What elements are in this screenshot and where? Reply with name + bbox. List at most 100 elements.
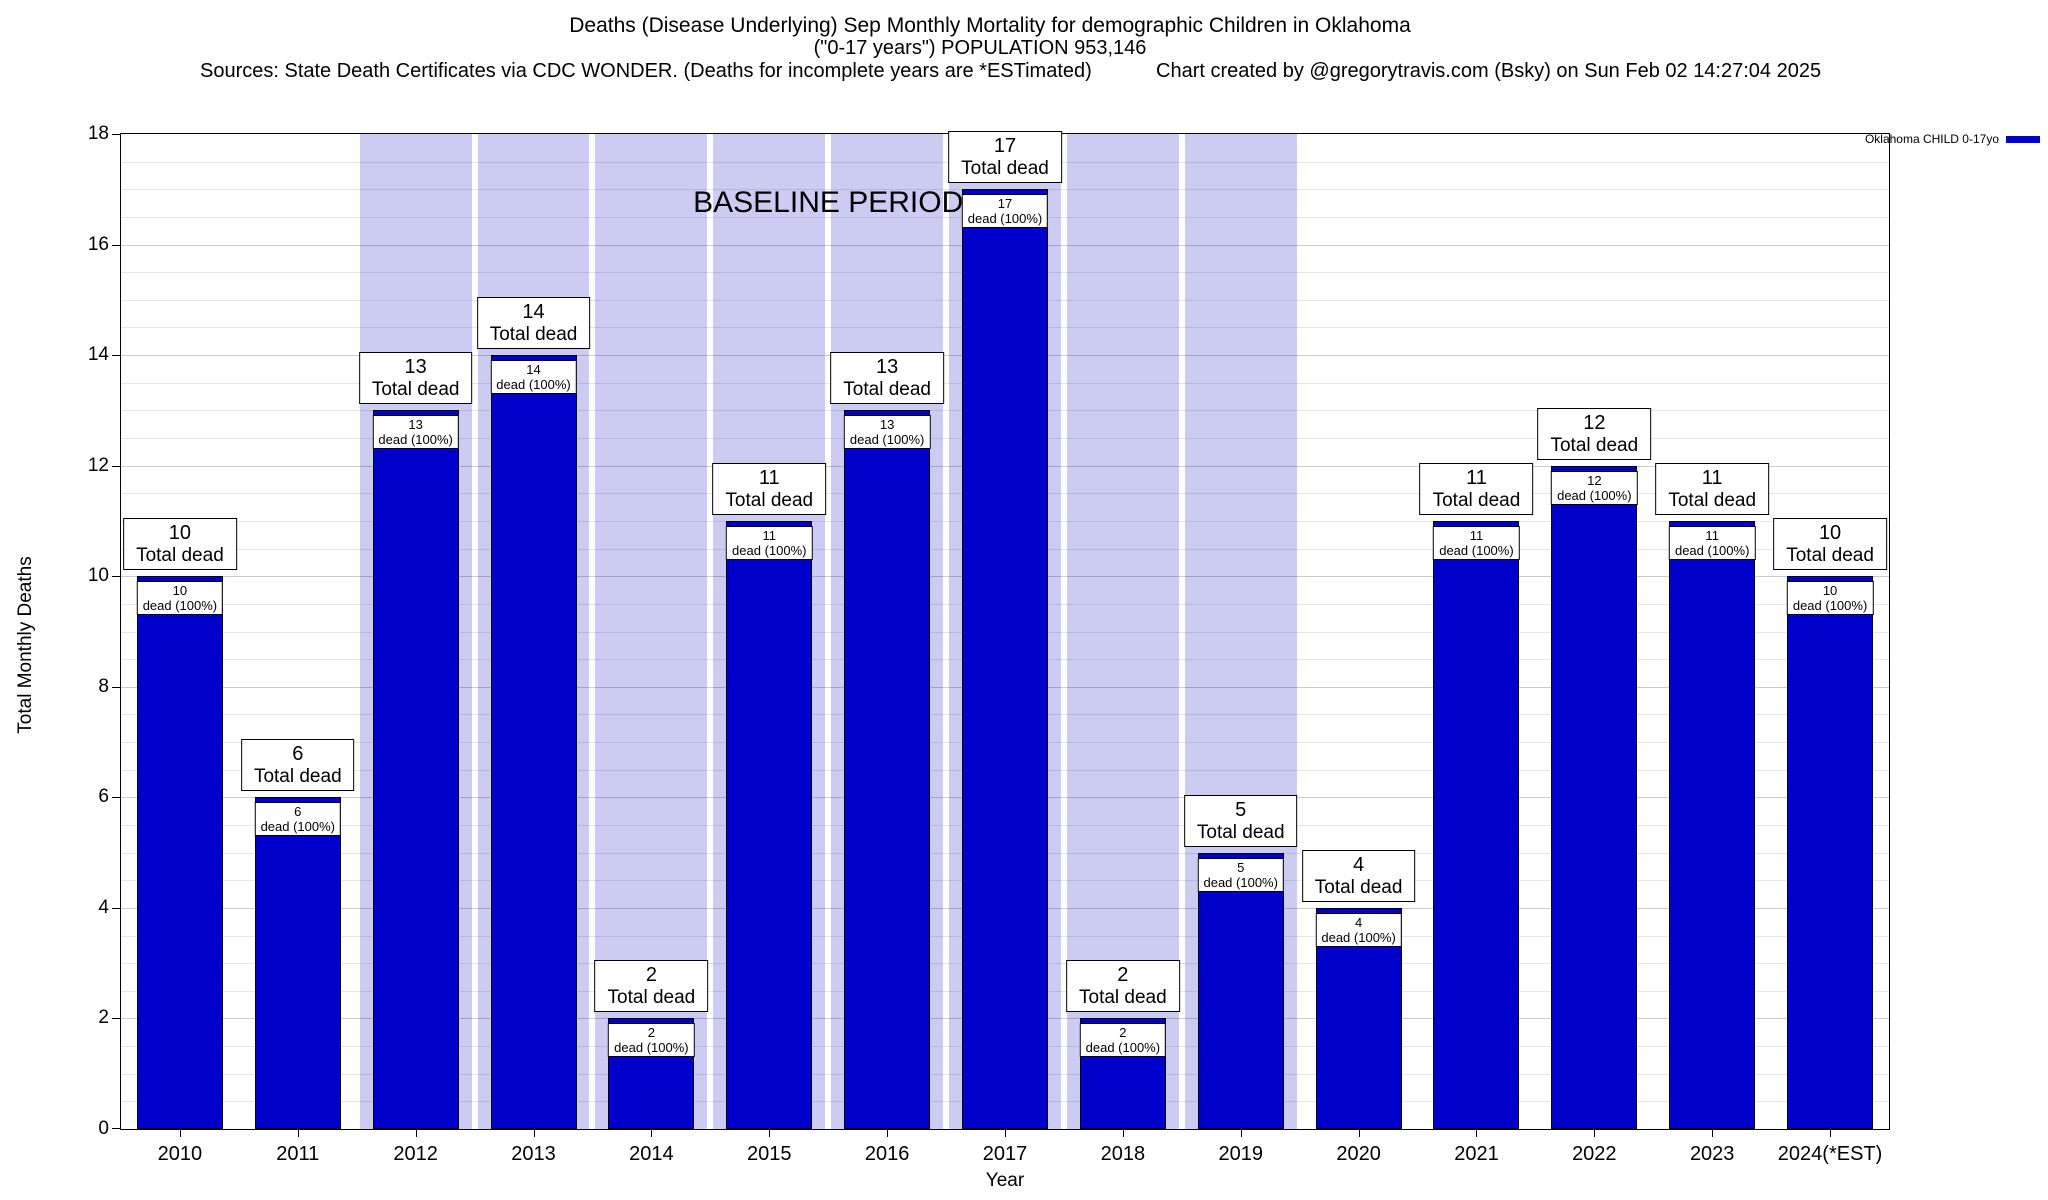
y-tick-mark <box>112 907 120 909</box>
y-tick-label: 6 <box>98 786 109 808</box>
bar-total-value: 13 <box>404 356 427 379</box>
bar-inner-value: 4 <box>1354 914 1363 930</box>
y-tick-mark <box>112 134 120 135</box>
x-tick-label: 2020 <box>1336 1143 1381 1165</box>
y-axis-title: Total Monthly Deaths <box>15 556 36 734</box>
bar-inner-text: dead (100%) <box>1557 487 1632 503</box>
x-tick-label: 2022 <box>1572 1143 1617 1165</box>
y-tick-label: 2 <box>98 1007 109 1029</box>
x-axis-title: Year <box>985 1170 1025 1191</box>
bar-inner-value: 12 <box>1587 472 1602 488</box>
bar-total-label: 11 Total dead <box>1655 462 1770 515</box>
y-tick-mark <box>112 355 120 357</box>
bar-inner-text: dead (100%) <box>614 1040 689 1056</box>
bar-inner-value: 10 <box>1822 583 1838 599</box>
x-tick-label: 2024(*EST) <box>1777 1143 1883 1165</box>
bar-total-label: 13 Total dead <box>358 352 473 405</box>
bar-inner-value: 14 <box>526 362 541 378</box>
bar <box>1551 465 1638 1129</box>
legend-swatch <box>2006 135 2040 143</box>
bar <box>254 797 341 1129</box>
x-tick-mark <box>1122 1130 1124 1137</box>
bar-total-value: 12 <box>1583 411 1606 434</box>
bar-total-text: Total dead <box>136 545 224 567</box>
bar-total-text: Total dead <box>607 987 696 1009</box>
baseline-period-label: BASELINE PERIOD <box>693 186 964 219</box>
x-tick-mark <box>651 1130 653 1137</box>
bar-inner-text: dead (100%) <box>849 432 925 448</box>
bar-total-label: 2 Total dead <box>594 960 709 1013</box>
bar-total-value: 2 <box>1117 964 1129 987</box>
bar-total-label: 13 Total dead <box>830 352 944 405</box>
bar-inner-label: 10 dead (100%) <box>136 581 224 616</box>
bar-inner-text: dead (100%) <box>496 377 571 393</box>
x-tick-label: 2015 <box>747 1143 792 1165</box>
bar-total-text: Total dead <box>489 324 578 346</box>
y-tick-label: 18 <box>87 123 109 144</box>
bar-inner-label: 10 dead (100%) <box>1786 581 1874 616</box>
y-tick-mark <box>112 686 120 688</box>
bar <box>136 576 223 1129</box>
bar-total-text: Total dead <box>1786 545 1874 567</box>
bar-total-text: Total dead <box>371 379 460 401</box>
bar-total-value: 11 <box>758 466 780 489</box>
bar-total-value: 10 <box>1818 522 1842 545</box>
bar <box>1197 852 1284 1129</box>
bar-total-value: 11 <box>1701 466 1723 489</box>
bar-total-label: 11 Total dead <box>1419 462 1534 515</box>
bar-inner-label: 5 dead (100%) <box>1197 857 1284 892</box>
bar-total-label: 12 Total dead <box>1537 407 1652 460</box>
bar-inner-text: dead (100%) <box>1085 1040 1161 1056</box>
x-tick-mark <box>1358 1130 1360 1137</box>
bar-inner-value: 11 <box>1705 527 1719 543</box>
x-tick-mark <box>415 1130 417 1137</box>
y-tick-label: 0 <box>98 1118 109 1139</box>
bar-inner-value: 2 <box>1119 1025 1127 1041</box>
x-tick-label: 2019 <box>1218 1143 1263 1165</box>
bar-total-label: 5 Total dead <box>1183 794 1298 847</box>
bar-total-text: Total dead <box>1668 489 1757 511</box>
legend: Oklahoma CHILD 0-17yo <box>1865 132 2040 146</box>
bar-inner-text: dead (100%) <box>378 432 453 448</box>
x-tick-label: 2016 <box>864 1143 910 1165</box>
plot-area: 0 2 4 6 8 10 12 14 16 18 10 dead (100%) 10 Total dead… <box>88 123 1890 1165</box>
y-tick-label: 12 <box>87 454 109 476</box>
bar-inner-label: 11 dead (100%) <box>1668 525 1756 560</box>
bar-total-value: 2 <box>645 964 657 987</box>
x-tick-mark <box>179 1130 181 1137</box>
bar-inner-text: dead (100%) <box>732 542 807 558</box>
bar-inner-text: dead (100%) <box>1674 542 1750 558</box>
y-tick-label: 14 <box>87 344 109 366</box>
legend-label: Oklahoma CHILD 0-17yo <box>1864 132 1999 146</box>
chart-title-line2: ("0-17 years") POPULATION 953,146 <box>813 37 1147 59</box>
bar-inner-label: 2 dead (100%) <box>608 1023 695 1058</box>
bar <box>726 520 813 1129</box>
bar-inner-text: dead (100%) <box>1321 929 1396 945</box>
bar-total-text: Total dead <box>843 379 931 401</box>
bar-inner-label: 6 dead (100%) <box>254 802 342 837</box>
x-tick-label: 2023 <box>1689 1143 1735 1165</box>
bar <box>1787 576 1874 1129</box>
bar-inner-label: 11 dead (100%) <box>726 525 813 560</box>
y-tick-mark <box>112 1128 120 1129</box>
bar-inner-text: dead (100%) <box>1203 874 1278 890</box>
y-tick-mark <box>112 465 120 467</box>
bar-total-value: 10 <box>168 522 192 545</box>
x-tick-mark <box>1005 1130 1006 1137</box>
bar-inner-label: 17 dead (100%) <box>961 194 1049 229</box>
x-tick-mark <box>1594 1130 1596 1137</box>
bar <box>1669 520 1756 1129</box>
bar <box>490 355 577 1129</box>
bar-inner-value: 11 <box>1469 527 1484 543</box>
bar-total-value: 4 <box>1353 853 1365 876</box>
x-tick-mark <box>297 1130 299 1137</box>
x-tick-label: 2013 <box>511 1143 556 1165</box>
y-tick-label: 16 <box>87 233 109 255</box>
x-tick-mark <box>1830 1130 1832 1137</box>
bar <box>962 189 1048 1129</box>
bar-total-label: 2 Total dead <box>1066 960 1180 1013</box>
y-tick-mark <box>112 576 120 578</box>
x-tick-label: 2014 <box>629 1143 674 1165</box>
bar-total-text: Total dead <box>725 489 814 511</box>
